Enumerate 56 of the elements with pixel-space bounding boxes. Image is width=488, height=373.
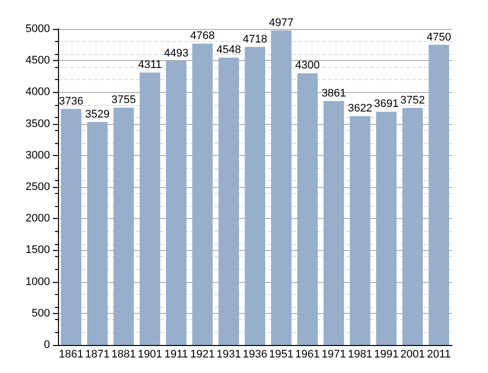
data-label: 4311 xyxy=(138,59,162,72)
y-tick-label: 500 xyxy=(32,307,50,320)
x-tick-label: 1936 xyxy=(242,348,268,360)
data-label: 3755 xyxy=(111,94,136,106)
y-tick-label: 2500 xyxy=(26,181,50,193)
y-tick-label: 0 xyxy=(44,339,50,351)
bar xyxy=(166,61,186,345)
bar xyxy=(297,73,318,345)
data-label: 3752 xyxy=(400,94,425,106)
y-tick-label: 5000 xyxy=(26,23,50,35)
data-label: 4300 xyxy=(295,60,320,72)
bar xyxy=(324,100,344,345)
x-tick-label: 1861 xyxy=(58,348,84,360)
y-tick-label: 3500 xyxy=(26,118,50,130)
x-tick-label: 1971 xyxy=(322,348,346,360)
x-tick-label: 1981 xyxy=(348,348,372,360)
bar xyxy=(428,44,450,345)
data-label: 4493 xyxy=(164,48,188,60)
x-tick-label: 1921 xyxy=(190,348,215,360)
bar xyxy=(218,58,239,345)
x-tick-label: 2001 xyxy=(400,348,425,360)
bar xyxy=(192,44,213,345)
bar xyxy=(402,108,423,345)
data-label: 4768 xyxy=(190,30,215,42)
x-tick-label: 1881 xyxy=(111,348,136,360)
bar xyxy=(113,108,134,345)
data-label: 3529 xyxy=(85,108,110,120)
bar xyxy=(350,116,370,345)
bar xyxy=(244,46,266,345)
y-tick-label: 1500 xyxy=(26,244,50,256)
bar xyxy=(60,108,82,345)
bar xyxy=(140,72,160,345)
data-label: 4718 xyxy=(242,33,268,46)
y-tick-label: 4000 xyxy=(26,86,50,98)
data-label: 3622 xyxy=(348,102,372,115)
data-label: 4977 xyxy=(269,16,294,29)
x-tick-label: 1961 xyxy=(295,348,320,360)
x-tick-label: 1911 xyxy=(164,348,188,360)
bar xyxy=(87,122,108,345)
data-label: 3861 xyxy=(322,87,346,100)
data-label: 3691 xyxy=(374,98,399,110)
x-tick-label: 1871 xyxy=(85,348,110,360)
x-tick-label: 1951 xyxy=(269,348,294,360)
y-tick-label: 1000 xyxy=(26,276,50,288)
x-tick-label: 1991 xyxy=(374,348,399,360)
x-tick-label: 2011 xyxy=(427,348,451,360)
y-tick-label: 4500 xyxy=(26,54,50,67)
data-label: 3736 xyxy=(58,95,84,108)
y-tick-label: 3000 xyxy=(26,149,50,162)
data-label: 4750 xyxy=(426,31,452,44)
data-label: 4548 xyxy=(216,44,241,56)
x-tick-label: 1901 xyxy=(138,348,162,360)
y-tick-label: 2000 xyxy=(26,212,50,225)
bar xyxy=(376,112,397,345)
x-tick-label: 1931 xyxy=(216,348,241,360)
bar xyxy=(271,30,292,345)
